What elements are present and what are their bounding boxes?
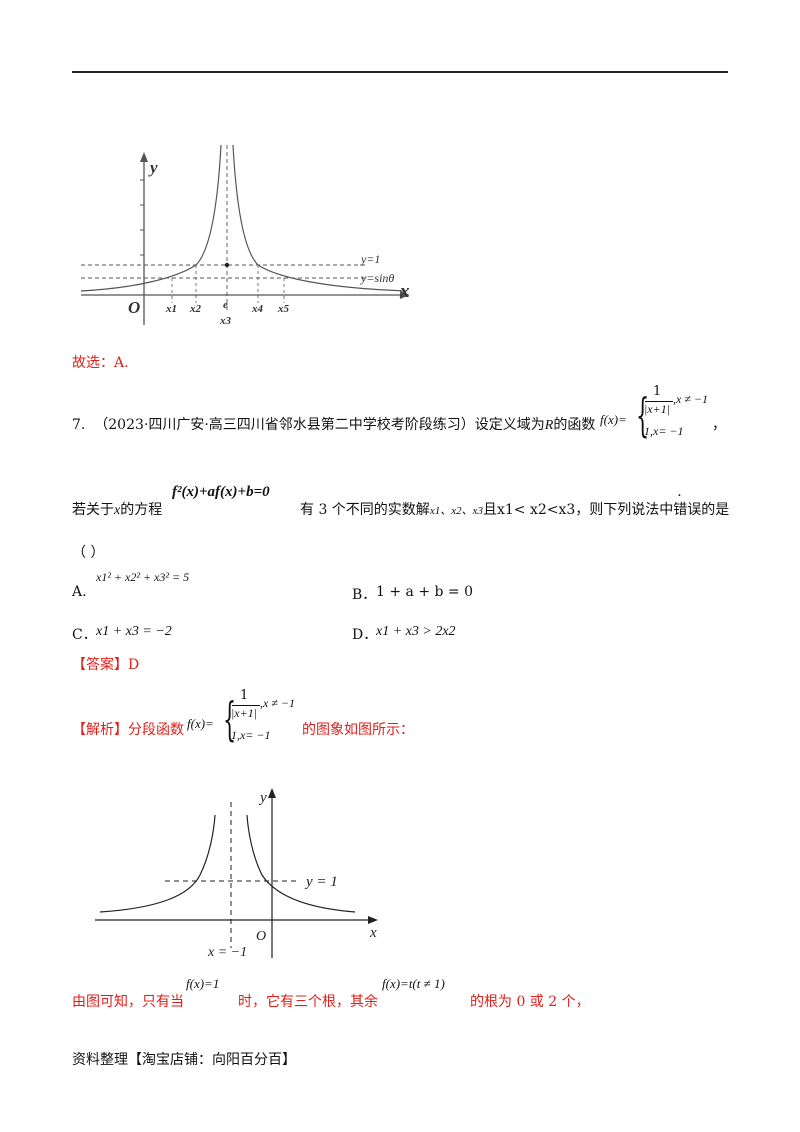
q7-line2: 若关于x的方程 [72, 502, 163, 518]
tick-e: e [223, 299, 228, 311]
graph1-y-label: y [148, 158, 158, 177]
q7-p1-cond: ,x ≠ −1 [673, 392, 709, 406]
option-a: x1² + x2² + x3² = 5 [96, 570, 190, 584]
analysis-label: 【解析】分段函数 [72, 722, 184, 738]
q7-p1-num: 1 [653, 384, 662, 399]
q7-p2: 1,x= −1 [644, 424, 684, 438]
q7-paren: （ ） [72, 545, 105, 561]
graph2-curve-right [246, 814, 356, 913]
graph2-x-label: x [369, 925, 377, 941]
conclusion-p3: 的根为 0 或 2 个， [470, 994, 590, 1010]
q7-equation: f²(x)+af(x)+b=0 [172, 484, 270, 500]
option-d: x1 + x3 > 2x2 [376, 624, 456, 639]
q7-R: R [544, 418, 554, 433]
q7-line2-post: 有 3 个不同的实数解x1、x2、x3且x1< x2<x3，则下列说法中错误的是 [300, 499, 729, 519]
tick-x5: x5 [277, 303, 290, 315]
curve-right [232, 144, 407, 292]
footer-text: 资料整理【淘宝店铺：向阳百分百】 [72, 1052, 296, 1068]
q7-comma: ， [712, 417, 726, 433]
option-a-label: A. [72, 584, 87, 600]
q7-emphasis-wrong: 错误 [673, 502, 701, 518]
graph1-line2-label: y=sinθ [360, 271, 394, 285]
curve-left [80, 144, 222, 292]
q7-piecewise: f(x)= { 1 |x+1| ,x ≠ −1 1,x= −1 ， [600, 384, 726, 446]
option-d-label: D． [352, 627, 378, 643]
option-b: 1 + a + b = 0 [376, 584, 474, 600]
previous-answer: 故选：A. [72, 355, 129, 371]
q7-brace: { [636, 388, 650, 442]
conclusion-eq2: f(x)=t(t ≠ 1) [382, 976, 445, 991]
conclusion-p2: 时，它有三个根，其余 [238, 994, 378, 1010]
option-c: x1 + x3 = −2 [96, 624, 172, 639]
q7-p1-den: |x+1| [644, 402, 671, 416]
graph2-asymptote-label: x = −1 [207, 945, 247, 960]
tick-x3: x3 [219, 315, 232, 327]
graph2-y-label: y [258, 790, 267, 806]
answer: 【答案】D [72, 657, 140, 673]
graph1-origin: O [128, 298, 140, 317]
conclusion-eq1: f(x)=1 [186, 976, 220, 991]
q7-frac-bar [645, 401, 673, 402]
q7-fx: f(x)= [600, 412, 627, 427]
tick-x2: x2 [189, 303, 202, 315]
q7-number: 7. [72, 417, 86, 433]
graph2-origin: O [256, 929, 266, 944]
analysis-piecewise: f(x)= { 1 |x+1| ,x ≠ −1 1,x= −1 [187, 688, 296, 746]
tick-x4: x4 [251, 303, 264, 315]
graph2-line-label: y = 1 [304, 874, 338, 890]
option-b-label: B． [352, 587, 377, 603]
header-rule [72, 71, 728, 73]
graph2-curve-left [99, 814, 216, 913]
option-c-label: C． [72, 627, 97, 643]
q7-source: （2023·四川广安·高三四川省邻水县第二中学校考阶段练习）设定义域为 [94, 417, 545, 433]
analysis-tail: 的图象如图所示： [302, 722, 414, 738]
tick-x1: x1 [165, 303, 177, 315]
q7-line1: 7. （2023·四川广安·高三四川省邻水县第二中学校考阶段练习）设定义域为R的… [72, 414, 595, 434]
graph1-x-label: x [399, 281, 410, 302]
graph1-line1-label: y=1 [360, 252, 380, 266]
graph-2: y x O y = 1 x = −1 [95, 788, 378, 960]
conclusion-p1: 由图可知，只有当 [72, 994, 184, 1010]
graph-1: y x O y=1 y=sinθ x1 x2 e x4 x5 x3 [80, 144, 410, 327]
q7-source-tail: 的函数 [553, 417, 596, 433]
